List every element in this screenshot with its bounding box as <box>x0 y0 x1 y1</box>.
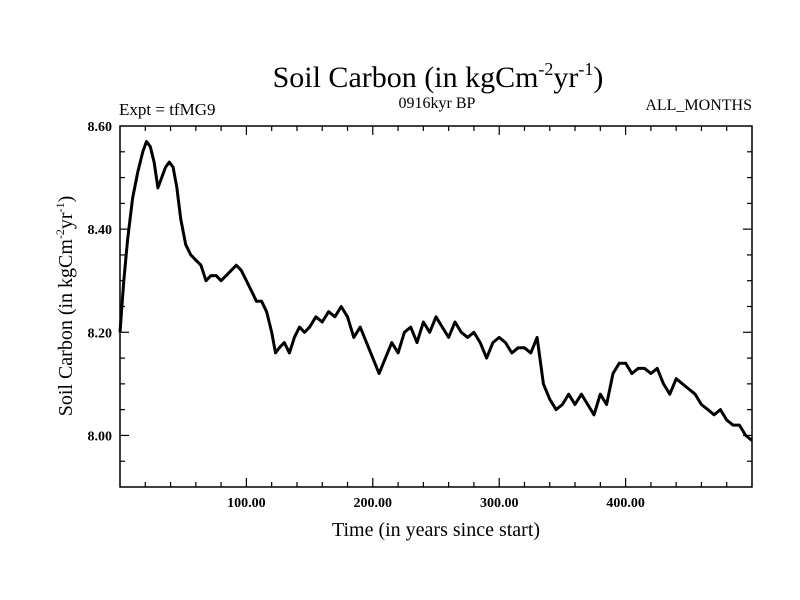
subtitle-center: 0916kyr BP <box>399 95 476 112</box>
y-axis-label-end: ) <box>55 196 77 203</box>
y-axis-label-main: Soil Carbon (in kgCm <box>55 239 77 417</box>
chart-title-mid: yr <box>553 61 578 94</box>
chart-title-main: Soil Carbon (in kgCm <box>273 61 539 94</box>
y-axis-ticks: 8.00 8.20 8.40 8.60 <box>88 120 752 462</box>
x-axis-ticks: 100.00 200.00 300.00 400.00 <box>144 126 728 511</box>
y-axis-label-sup1: -2 <box>53 229 67 239</box>
y-axis-label-sup2: -1 <box>53 202 67 212</box>
x-axis-label: Time (in years since start) <box>332 519 540 541</box>
y-tick-label: 8.00 <box>88 429 113 444</box>
y-axis-label: Soil Carbon (in kgCm-2yr-1) <box>53 196 77 417</box>
chart-title-sup1: -2 <box>538 59 553 79</box>
x-tick-label: 200.00 <box>354 496 393 511</box>
chart-title: Soil Carbon (in kgCm-2yr-1) <box>273 59 604 94</box>
x-tick-label: 300.00 <box>480 496 519 511</box>
subtitle-right: ALL_MONTHS <box>645 97 752 114</box>
chart-title-sup2: -1 <box>578 59 593 79</box>
y-tick-label: 8.60 <box>88 120 113 135</box>
x-tick-label: 400.00 <box>606 496 645 511</box>
y-tick-label: 8.20 <box>88 326 113 341</box>
plot-frame <box>119 125 753 488</box>
y-axis-label-mid: yr <box>55 212 77 229</box>
y-tick-label: 8.40 <box>88 223 113 238</box>
chart-title-end: ) <box>593 61 603 94</box>
subtitle-left: Expt = tfMG9 <box>119 100 215 119</box>
x-tick-label: 100.00 <box>227 496 266 511</box>
series-line-soil-carbon <box>118 140 753 442</box>
